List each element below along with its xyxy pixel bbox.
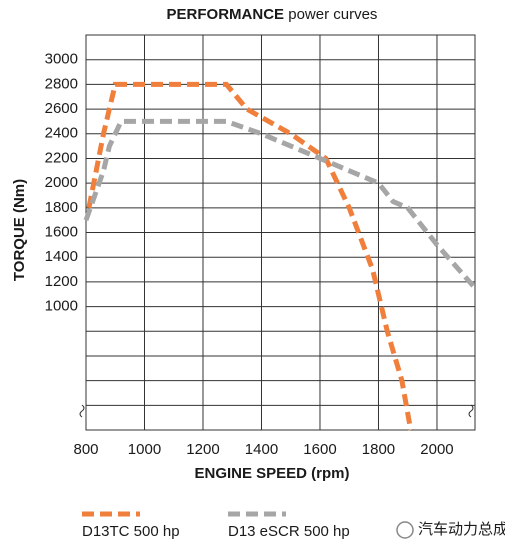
x-tick-label: 2000: [420, 441, 453, 458]
y-tick-label: 1600: [45, 223, 78, 240]
x-tick-label: 800: [73, 441, 98, 458]
y-tick-label: 1200: [45, 273, 78, 290]
series-line: [83, 118, 477, 290]
y-tick-label: 1800: [45, 199, 78, 216]
x-tick-label: 1000: [128, 441, 161, 458]
x-tick-label: 1200: [186, 441, 219, 458]
y-tick-label: 2600: [45, 100, 78, 117]
y-tick-label: 2400: [45, 125, 78, 142]
break-left: [79, 404, 85, 418]
watermark: 汽车动力总成: [418, 521, 505, 538]
y-tick-label: 2800: [45, 75, 78, 92]
y-tick-label: 1400: [45, 248, 78, 265]
axis-break: [79, 404, 474, 418]
y-tick-label: 3000: [45, 51, 78, 68]
legend-label: D13 eSCR 500 hp: [228, 523, 350, 540]
title-bold: PERFORMANCE: [167, 6, 285, 23]
chart-title: PERFORMANCE power curves: [167, 6, 378, 23]
watermark-icon: [396, 521, 414, 539]
icon-circle: [396, 521, 414, 539]
x-tick-label: 1600: [303, 441, 336, 458]
x-tick-label: 1400: [245, 441, 278, 458]
x-tick-label: 1800: [362, 441, 395, 458]
title-rest: power curves: [288, 6, 377, 23]
y-tick-label: 1000: [45, 298, 78, 315]
y-tick-label: 2000: [45, 174, 78, 191]
y-axis-label: TORQUE (Nm): [11, 179, 28, 281]
break-right: [468, 404, 474, 418]
x-axis-label: ENGINE SPEED (rpm): [194, 465, 349, 482]
series-line: [86, 81, 414, 431]
y-tick-label: 2200: [45, 149, 78, 166]
legend-label: D13TC 500 hp: [82, 523, 180, 540]
